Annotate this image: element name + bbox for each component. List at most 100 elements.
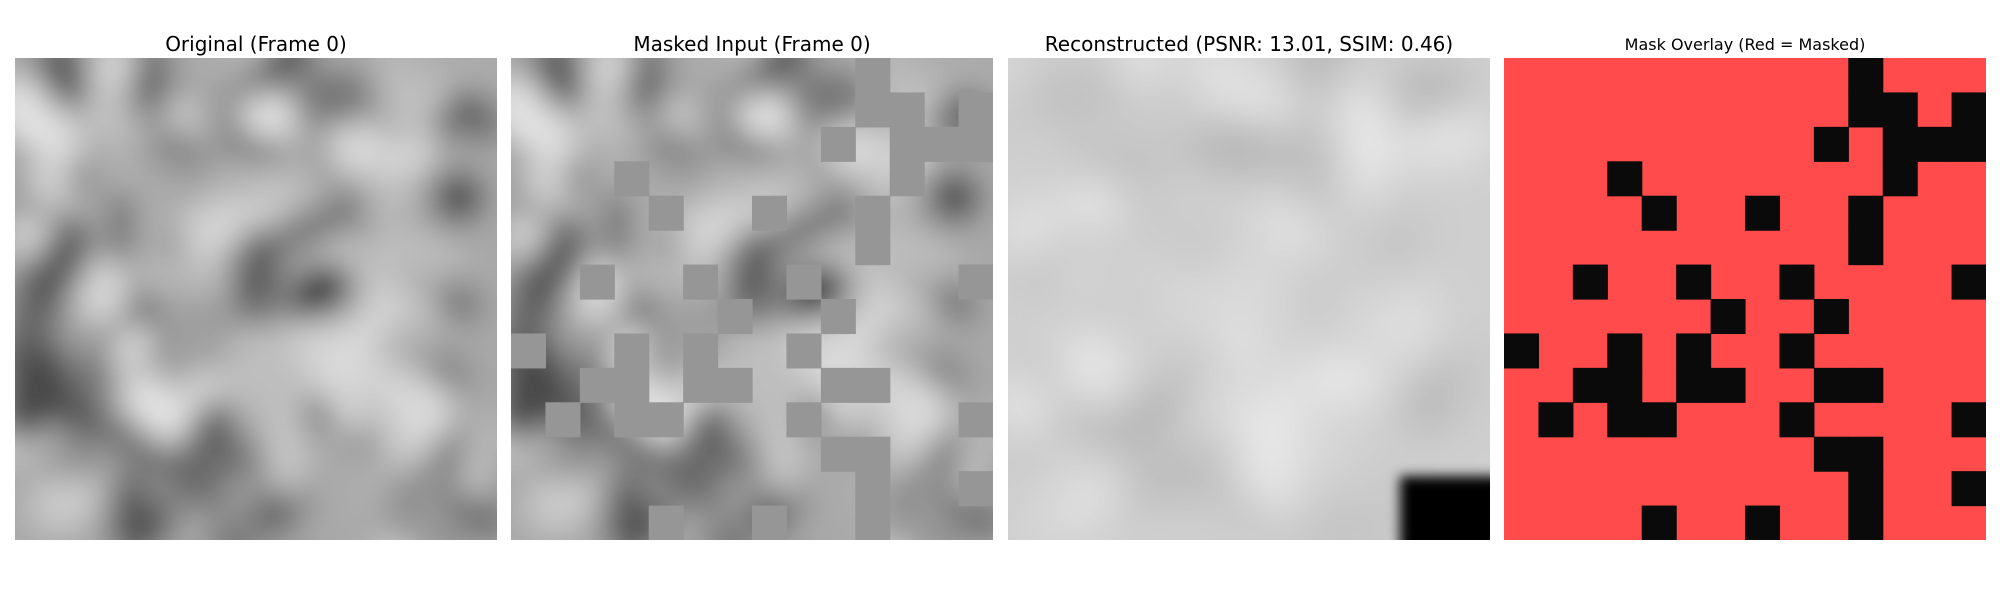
gray-patch bbox=[958, 471, 993, 507]
texture-blob bbox=[708, 58, 755, 156]
gray-patch bbox=[614, 161, 650, 197]
texture-blob bbox=[1021, 68, 1133, 113]
texture-blob bbox=[454, 128, 488, 173]
texture-blob bbox=[768, 206, 845, 248]
texture-blob bbox=[15, 338, 71, 445]
texture-blob bbox=[837, 290, 895, 359]
texture-blob bbox=[1393, 124, 1490, 166]
original-image bbox=[15, 58, 497, 540]
gray-patch bbox=[924, 126, 960, 162]
texture-blob bbox=[1273, 429, 1315, 472]
texture-blob bbox=[1278, 182, 1331, 213]
texture-blob bbox=[748, 58, 814, 89]
texture-blob bbox=[602, 188, 634, 277]
texture-blob bbox=[440, 285, 482, 322]
overlay-patch bbox=[1607, 161, 1643, 197]
texture-blob bbox=[1268, 198, 1314, 250]
texture-blob bbox=[401, 382, 452, 445]
overlay-patch bbox=[1813, 436, 1849, 472]
overlay-patch bbox=[1745, 505, 1781, 540]
texture-blob bbox=[1401, 276, 1429, 385]
texture-blob bbox=[543, 440, 604, 479]
texture-blob bbox=[149, 443, 231, 513]
overlay-patch bbox=[1745, 195, 1781, 231]
texture-blob bbox=[1121, 379, 1188, 448]
gray-patch bbox=[545, 402, 581, 438]
texture-blob bbox=[1068, 143, 1168, 184]
texture-blob bbox=[1225, 455, 1319, 524]
texture-blob bbox=[51, 316, 101, 362]
texture-blob bbox=[627, 239, 668, 298]
gray-patch bbox=[648, 505, 684, 540]
gray-patch bbox=[579, 264, 615, 300]
texture-blob bbox=[1353, 309, 1398, 332]
texture-blob bbox=[379, 58, 432, 102]
overlay-patch bbox=[1676, 367, 1712, 403]
texture-blob bbox=[636, 58, 663, 124]
gray-patch bbox=[958, 92, 993, 128]
gray-patch bbox=[855, 471, 891, 507]
overlay-patch bbox=[1607, 333, 1643, 369]
texture-blob bbox=[532, 58, 586, 113]
texture-blob bbox=[1174, 340, 1213, 386]
overlay-patch bbox=[1882, 92, 1918, 128]
texture-blob bbox=[212, 58, 259, 156]
texture-blob bbox=[29, 470, 102, 532]
mask-overlay-image bbox=[1504, 58, 1986, 540]
texture-blob bbox=[897, 382, 948, 445]
overlay-patch bbox=[1848, 92, 1884, 128]
gray-patch bbox=[614, 402, 650, 438]
texture-blob bbox=[711, 133, 790, 161]
texture-blob bbox=[106, 188, 138, 277]
overlay-patch bbox=[1951, 471, 1986, 507]
texture-blob bbox=[1349, 78, 1394, 182]
overlay-patch bbox=[1917, 126, 1953, 162]
masked-input-image bbox=[511, 58, 993, 540]
texture-blob bbox=[140, 58, 167, 124]
overlay-patch bbox=[1779, 264, 1815, 300]
overlay-patch bbox=[1951, 92, 1986, 128]
texture-blob bbox=[727, 324, 786, 410]
reconstructed-texture bbox=[1008, 58, 1490, 540]
texture-blob bbox=[511, 80, 573, 164]
gray-patch bbox=[889, 92, 925, 128]
texture-blob bbox=[1052, 260, 1091, 299]
gray-patch bbox=[579, 367, 615, 403]
gray-patch bbox=[752, 505, 788, 540]
texture-blob bbox=[547, 316, 597, 362]
overlay-patch bbox=[1676, 264, 1712, 300]
texture-blob bbox=[36, 58, 90, 113]
texture-blob bbox=[373, 127, 441, 189]
texture-blob bbox=[1439, 376, 1490, 413]
gray-patch bbox=[786, 264, 822, 300]
gray-patch bbox=[820, 436, 856, 472]
overlay-patch bbox=[1813, 299, 1849, 335]
texture-blob bbox=[1286, 58, 1347, 111]
overlay-patch bbox=[1641, 505, 1677, 540]
overlay-patch bbox=[1641, 195, 1677, 231]
gray-patch bbox=[855, 367, 891, 403]
texture-blob bbox=[261, 394, 311, 500]
texture-blob bbox=[1008, 89, 1044, 139]
texture-blob bbox=[29, 211, 95, 315]
overlay-patch bbox=[1848, 471, 1884, 507]
overlay-patch bbox=[1848, 367, 1884, 403]
overlay-patch bbox=[1607, 402, 1643, 438]
gray-patch bbox=[855, 436, 891, 472]
texture-blob bbox=[161, 96, 210, 130]
gray-patch bbox=[648, 402, 684, 438]
texture-blob bbox=[1166, 68, 1210, 130]
gray-patch bbox=[614, 333, 650, 369]
texture-blob bbox=[107, 323, 158, 374]
overlay-patch bbox=[1848, 436, 1884, 472]
texture-blob bbox=[1186, 119, 1290, 174]
texture-blob bbox=[131, 239, 172, 298]
texture-blob bbox=[1008, 207, 1055, 262]
texture-blob bbox=[657, 96, 706, 130]
overlay-patch bbox=[1710, 367, 1746, 403]
gray-patch bbox=[855, 58, 891, 94]
gray-patch bbox=[648, 195, 684, 231]
texture-blob bbox=[1008, 379, 1043, 438]
texture-blob bbox=[139, 135, 223, 174]
texture-blob bbox=[1166, 301, 1225, 353]
